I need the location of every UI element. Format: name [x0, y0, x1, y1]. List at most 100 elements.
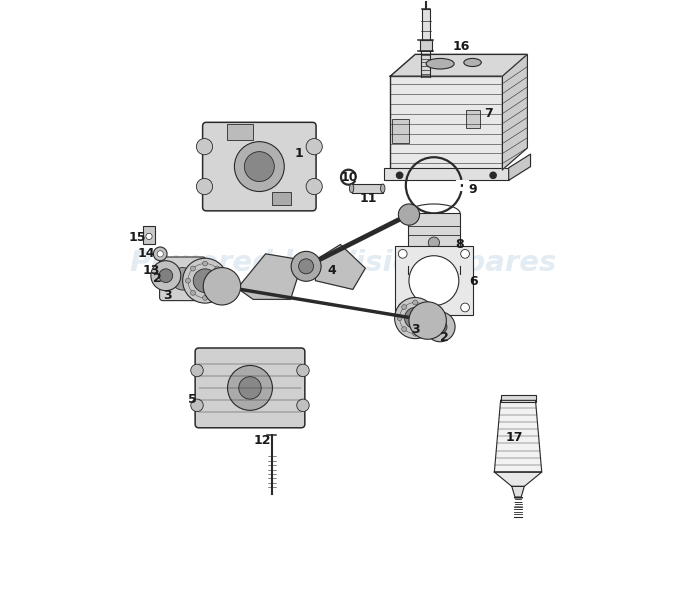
- Text: 6: 6: [469, 275, 478, 288]
- Bar: [392, 119, 409, 143]
- Text: 7: 7: [484, 107, 493, 120]
- Circle shape: [413, 300, 418, 305]
- Circle shape: [172, 268, 194, 290]
- Bar: [227, 124, 253, 140]
- Text: 10: 10: [340, 171, 358, 184]
- Circle shape: [151, 261, 181, 290]
- Circle shape: [215, 266, 220, 271]
- Circle shape: [398, 249, 407, 258]
- Circle shape: [297, 364, 309, 377]
- Circle shape: [203, 295, 207, 300]
- Circle shape: [398, 204, 420, 225]
- Circle shape: [461, 249, 469, 258]
- Circle shape: [245, 152, 274, 181]
- Text: 13: 13: [143, 264, 160, 277]
- Text: 11: 11: [359, 192, 376, 205]
- Polygon shape: [512, 486, 524, 497]
- Circle shape: [424, 305, 429, 309]
- Circle shape: [203, 268, 240, 305]
- Bar: [144, 227, 155, 244]
- Bar: [407, 214, 460, 267]
- Circle shape: [409, 302, 447, 339]
- Bar: [501, 395, 535, 402]
- Circle shape: [428, 237, 440, 248]
- Bar: [390, 76, 502, 170]
- Text: 16: 16: [453, 40, 470, 53]
- Polygon shape: [495, 472, 542, 486]
- Circle shape: [239, 377, 261, 399]
- Circle shape: [183, 258, 227, 303]
- Ellipse shape: [464, 58, 482, 67]
- Circle shape: [490, 172, 496, 178]
- Text: 12: 12: [253, 434, 271, 447]
- Circle shape: [153, 247, 167, 261]
- Text: 2: 2: [153, 272, 162, 285]
- Circle shape: [215, 290, 220, 295]
- Text: 2: 2: [440, 331, 449, 344]
- Polygon shape: [315, 245, 365, 289]
- Text: 8: 8: [455, 237, 464, 250]
- Circle shape: [402, 327, 407, 331]
- Polygon shape: [390, 54, 528, 76]
- FancyBboxPatch shape: [159, 257, 205, 300]
- Text: 9: 9: [468, 183, 477, 196]
- FancyBboxPatch shape: [203, 123, 316, 211]
- Circle shape: [306, 178, 322, 195]
- Circle shape: [433, 320, 447, 334]
- Circle shape: [190, 266, 196, 271]
- Polygon shape: [508, 154, 530, 180]
- Text: Powered by Vision Spares: Powered by Vision Spares: [131, 249, 556, 277]
- Circle shape: [424, 327, 429, 331]
- Text: 14: 14: [138, 247, 155, 260]
- Circle shape: [203, 261, 207, 266]
- Circle shape: [196, 178, 212, 195]
- Circle shape: [413, 331, 418, 336]
- Polygon shape: [495, 400, 542, 472]
- Bar: [352, 184, 383, 193]
- Text: 3: 3: [411, 323, 420, 336]
- Circle shape: [297, 399, 309, 412]
- Ellipse shape: [381, 184, 385, 193]
- Ellipse shape: [426, 58, 454, 69]
- Text: 3: 3: [163, 289, 171, 302]
- Circle shape: [190, 290, 196, 295]
- Text: 5: 5: [188, 393, 196, 406]
- Circle shape: [234, 142, 284, 192]
- Circle shape: [397, 315, 402, 321]
- Circle shape: [425, 312, 455, 342]
- Circle shape: [193, 269, 217, 293]
- Text: 4: 4: [328, 264, 337, 277]
- Circle shape: [291, 251, 321, 281]
- Circle shape: [398, 303, 407, 312]
- Polygon shape: [502, 54, 528, 170]
- Bar: [422, 9, 429, 40]
- Circle shape: [461, 303, 469, 312]
- Circle shape: [405, 308, 426, 328]
- Bar: [466, 111, 480, 128]
- Circle shape: [396, 172, 403, 178]
- Circle shape: [428, 315, 433, 321]
- Text: 15: 15: [128, 231, 146, 245]
- Bar: [395, 246, 473, 315]
- FancyBboxPatch shape: [195, 348, 305, 428]
- Circle shape: [196, 139, 212, 155]
- Circle shape: [146, 233, 152, 240]
- Circle shape: [157, 250, 164, 257]
- Circle shape: [299, 259, 313, 274]
- Bar: [420, 40, 432, 51]
- Circle shape: [394, 298, 436, 339]
- Ellipse shape: [350, 184, 354, 193]
- Circle shape: [185, 278, 190, 283]
- Circle shape: [227, 365, 273, 411]
- Bar: [384, 168, 508, 180]
- Circle shape: [306, 139, 322, 155]
- Circle shape: [191, 364, 203, 377]
- Circle shape: [402, 305, 407, 309]
- Bar: [272, 192, 291, 205]
- Circle shape: [409, 256, 459, 306]
- Circle shape: [159, 269, 172, 283]
- Text: 17: 17: [506, 431, 523, 444]
- Text: 1: 1: [295, 147, 304, 160]
- Circle shape: [220, 278, 225, 283]
- Polygon shape: [238, 254, 303, 299]
